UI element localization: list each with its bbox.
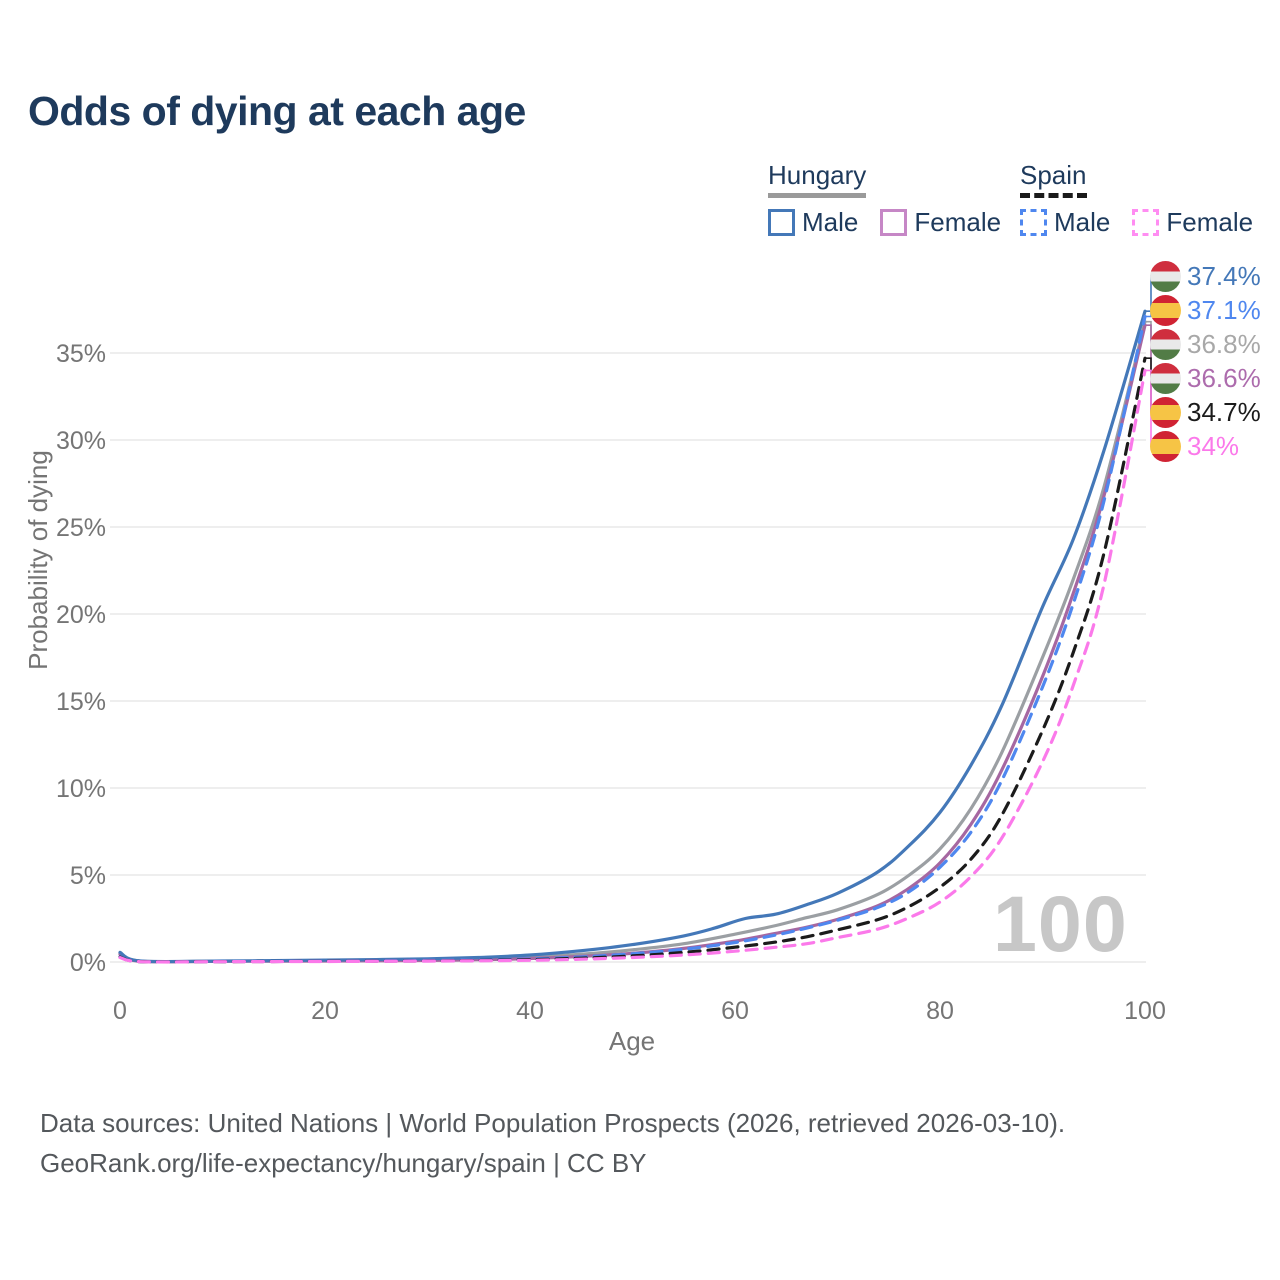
legend-item-hungary-male[interactable]: Male [768, 207, 858, 238]
curve-spain-male [118, 314, 1147, 964]
legend-group-spain: Spain Male Female [1020, 160, 1275, 238]
end-label-hungary-male: 37.4% [1150, 260, 1261, 292]
legend-swatch-icon [768, 209, 795, 236]
legend-item-hungary-female[interactable]: Female [880, 207, 1001, 238]
legend-swatch-icon [1020, 209, 1047, 236]
y-tick-label: 25% [56, 514, 106, 542]
y-tick-label: 0% [70, 949, 106, 977]
curve-hungary-both-sexes [118, 320, 1147, 964]
end-label-hungary-female: 36.6% [1150, 362, 1261, 394]
x-tick-label: 60 [721, 997, 749, 1025]
spain-flag-icon [1150, 430, 1181, 462]
curve-spain-both-sexes [118, 356, 1147, 964]
curve-hungary-male [118, 309, 1147, 964]
y-tick-label: 30% [56, 427, 106, 455]
legend-swatch-icon [1132, 209, 1160, 236]
legend-item-label: Male [802, 207, 859, 237]
hungary-flag-icon [1150, 260, 1181, 292]
legend-item-label: Female [914, 207, 1002, 237]
legend-item-spain-male[interactable]: Male [1020, 207, 1110, 238]
hungary-flag-icon [1150, 328, 1181, 360]
spain-flag-icon [1150, 294, 1181, 326]
end-label-spain-both-sexes: 34.7% [1150, 396, 1261, 428]
end-value-text: 37.4% [1187, 260, 1261, 291]
legend-group-title: Hungary [768, 160, 867, 198]
y-tick-label: 15% [56, 688, 106, 716]
hungary-flag-icon [1150, 362, 1181, 394]
x-tick-label: 40 [516, 997, 544, 1025]
end-value-text: 34.7% [1187, 396, 1261, 427]
y-axis-title: Probability of dying [23, 450, 53, 670]
legend-swatch-icon [880, 209, 908, 236]
legend-item-label: Male [1054, 207, 1111, 237]
y-tick-label: 10% [56, 775, 106, 803]
legend-group-hungary: Hungary Male Female [768, 160, 1023, 238]
end-value-text: 34% [1187, 430, 1240, 461]
page-title: Odds of dying at each age [28, 88, 526, 134]
y-tick-label: 35% [56, 340, 106, 368]
x-tick-label: 20 [311, 997, 339, 1025]
x-tick-label: 80 [926, 997, 954, 1025]
y-tick-label: 5% [70, 862, 106, 890]
end-label-spain-male: 37.1% [1150, 294, 1261, 326]
end-label-hungary-both-sexes: 36.8% [1150, 328, 1261, 360]
x-tick-label: 0 [113, 997, 127, 1025]
x-tick-label: 100 [1124, 997, 1166, 1025]
legend-item-spain-female[interactable]: Female [1132, 207, 1253, 238]
spain-flag-icon [1150, 396, 1181, 428]
legend-item-label: Female [1166, 207, 1254, 237]
end-value-text: 37.1% [1187, 294, 1261, 325]
end-value-text: 36.8% [1187, 328, 1261, 359]
curve-hungary-female [118, 323, 1147, 964]
curve-spain-female [118, 368, 1147, 964]
legend-group-title: Spain [1020, 160, 1087, 198]
end-label-spain-female: 34% [1150, 430, 1239, 462]
attribution-text: GeoRank.org/life-expectancy/hungary/spai… [40, 1148, 647, 1178]
end-value-text: 36.6% [1187, 362, 1261, 393]
y-tick-label: 20% [56, 601, 106, 629]
x-axis-title: Age [609, 1026, 655, 1056]
data-sources-text: Data sources: United Nations | World Pop… [40, 1108, 1066, 1138]
age-watermark: 100 [993, 879, 1128, 968]
